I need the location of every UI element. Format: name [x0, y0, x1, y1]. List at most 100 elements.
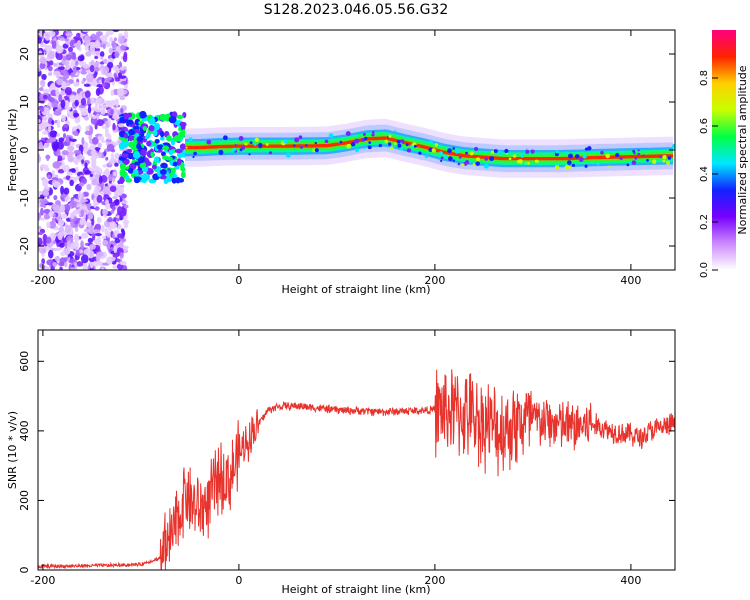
noise-blob [100, 107, 106, 115]
noise-blob [79, 218, 87, 225]
noise-blob [81, 193, 85, 203]
transition-blob [148, 125, 155, 132]
ridge-speckle [666, 160, 670, 165]
noise-blob [82, 141, 89, 148]
transition-blob [147, 161, 152, 166]
noise-blob [66, 171, 73, 176]
noise-blob [114, 238, 121, 244]
noise-blob [55, 87, 60, 97]
noise-blob [42, 88, 50, 94]
ridge-speckle [582, 154, 587, 159]
noise-blob [107, 76, 112, 81]
transition-blob [119, 169, 126, 177]
noise-blob [85, 125, 89, 131]
ridge-speckle [283, 139, 288, 144]
transition-blob [179, 121, 187, 127]
ridge-speckle [554, 164, 560, 170]
y-tick-label: 0 [18, 147, 31, 154]
ridge-speckle [574, 154, 580, 159]
noise-blob [57, 231, 63, 241]
noise-blob [38, 67, 42, 72]
ridge-speckle [185, 146, 188, 149]
noise-blob [96, 234, 101, 243]
y-tick-label: 10 [18, 95, 31, 109]
ridge-speckle [465, 160, 470, 165]
transition-blob [180, 125, 186, 131]
noise-blob [82, 64, 90, 69]
transition-blob [174, 165, 180, 170]
noise-blob [40, 207, 44, 216]
noise-blob [103, 220, 111, 228]
ridge-speckle [662, 159, 666, 163]
transition-blob [139, 110, 147, 119]
ridge-speckle [584, 164, 588, 168]
noise-blob [116, 188, 123, 196]
ridge-speckle [447, 148, 452, 153]
ridge-speckle [555, 150, 559, 154]
noise-blob [54, 200, 61, 206]
noise-blob [110, 89, 115, 97]
x-tick-label: -200 [30, 574, 55, 587]
noise-blob [87, 250, 95, 259]
noise-blob [104, 168, 110, 177]
noise-blob [103, 58, 108, 65]
ridge-speckle [371, 133, 375, 137]
noise-blob [59, 37, 66, 42]
noise-blob [63, 71, 70, 80]
noise-blob [117, 259, 121, 263]
ridge-speckle [364, 136, 368, 141]
noise-blob [51, 217, 56, 223]
transition-blob [172, 161, 178, 167]
noise-blob [56, 140, 65, 150]
noise-blob [119, 96, 126, 101]
ridge-speckle [294, 137, 300, 143]
ridge-speckle [384, 139, 388, 144]
noise-blob [62, 204, 71, 213]
noise-blob [41, 73, 47, 81]
ridge-speckle [242, 150, 245, 153]
noise-blob [40, 202, 45, 208]
noise-blob [93, 62, 100, 69]
noise-blob [65, 65, 71, 70]
noise-blob [122, 265, 128, 270]
ridge-speckle [633, 151, 636, 155]
ridge-speckle [434, 143, 438, 147]
ridge-speckle [258, 142, 263, 148]
noise-blob [74, 99, 79, 107]
colorbar-tick-label: 0.8 [699, 70, 710, 86]
transition-blob [121, 153, 129, 158]
ridge-speckle [378, 143, 382, 148]
ridge-speckle [337, 140, 341, 143]
noise-blob [110, 109, 114, 115]
ridge-speckle [350, 142, 356, 147]
noise-blob [70, 243, 75, 250]
ridge-speckle [367, 145, 372, 150]
transition-blob [141, 166, 149, 173]
noise-blob [42, 188, 49, 197]
noise-blob [52, 161, 61, 169]
ridge-speckle [406, 148, 412, 153]
noise-blob [47, 30, 56, 37]
y-tick-label: 600 [18, 351, 31, 372]
noise-blob [102, 164, 108, 168]
noise-blob [42, 130, 49, 136]
noise-blob [38, 141, 43, 150]
noise-blob [89, 243, 96, 250]
ridge-speckle [662, 155, 667, 160]
noise-blob [43, 208, 51, 214]
noise-blob [76, 42, 81, 50]
ridge-speckle [637, 152, 641, 156]
ridge-speckle [469, 151, 474, 156]
noise-blob [51, 170, 55, 177]
noise-blob [111, 40, 117, 49]
noise-blob [63, 187, 70, 195]
noise-blob [100, 267, 105, 270]
ridge-speckle [465, 151, 468, 155]
noise-blob [113, 245, 117, 254]
noise-blob [46, 259, 54, 266]
noise-blob [53, 194, 58, 201]
noise-blob [119, 66, 125, 71]
transition-blob [133, 176, 142, 181]
noise-blob [78, 182, 85, 187]
noise-blob [57, 66, 65, 71]
